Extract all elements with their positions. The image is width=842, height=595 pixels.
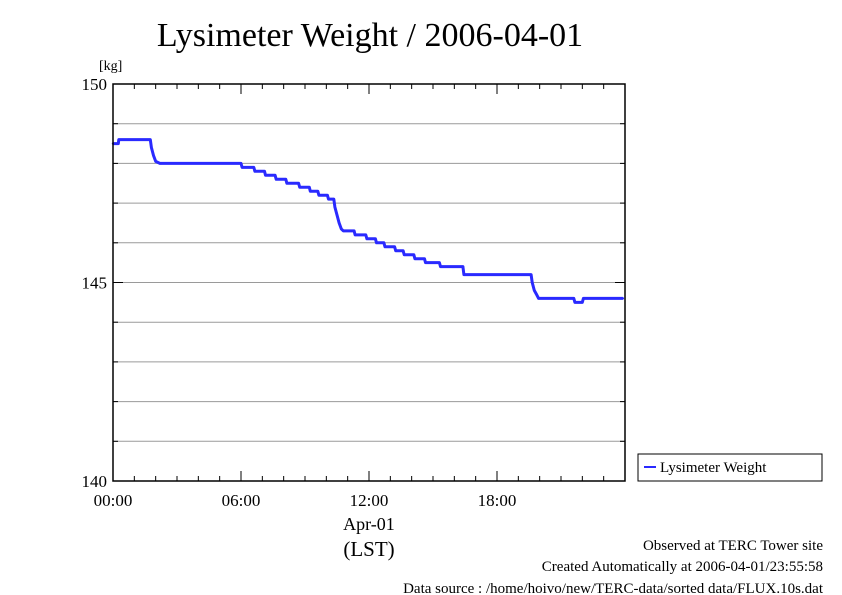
y-tick-label: 150 (82, 75, 108, 94)
data-point (353, 233, 357, 237)
data-point (403, 253, 406, 256)
data-point (285, 182, 289, 185)
data-point (529, 273, 533, 276)
data-point (337, 221, 341, 225)
data-point (263, 170, 266, 173)
footer-data-source: Data source : /home/hoivo/new/TERC-data/… (403, 581, 824, 595)
data-point (572, 297, 575, 300)
data-point (117, 138, 121, 141)
data-point (117, 142, 120, 145)
data-point (538, 297, 541, 300)
data-point (340, 227, 343, 231)
data-point (438, 261, 441, 264)
data-point (275, 178, 278, 181)
data-point (317, 194, 321, 197)
y-tick-label: 140 (82, 472, 108, 491)
data-point (424, 261, 427, 264)
data-point (297, 182, 300, 185)
data-point (393, 245, 396, 248)
x-tick-label: 12:00 (350, 491, 389, 510)
data-point (582, 297, 585, 300)
data-point (374, 237, 377, 240)
data-point (316, 190, 319, 193)
axis-label-layer: 140 145 150 00:00 06:00 12:00 18:00 (82, 75, 517, 510)
y-tick-label: 145 (82, 274, 108, 293)
data-point (343, 229, 346, 233)
data-point (326, 194, 329, 197)
data-point (308, 186, 311, 189)
data-point (150, 146, 153, 149)
data-point (364, 233, 367, 237)
legend: Lysimeter Weight (637, 453, 823, 482)
data-point (273, 174, 277, 177)
chart-title: Lysimeter Weight / 2006-04-01 (157, 17, 583, 54)
data-point (533, 289, 536, 292)
data-point (412, 253, 415, 256)
data-point (365, 237, 369, 240)
y-axis-unit-label: [kg] (99, 59, 122, 74)
data-point (252, 166, 255, 169)
data-point (621, 297, 625, 300)
data-point (439, 265, 442, 268)
data-point (462, 273, 466, 276)
data-point (382, 241, 386, 244)
data-point (309, 190, 312, 193)
data-point (335, 213, 339, 217)
data-point (149, 138, 152, 141)
data-point (581, 301, 584, 304)
data-point (253, 170, 257, 173)
data-point (298, 186, 301, 189)
data-point (535, 293, 538, 296)
data-point (375, 241, 378, 244)
x-tick-label: 18:00 (478, 491, 517, 510)
x-tick-label: 00:00 (94, 491, 133, 510)
data-point (401, 249, 405, 252)
data-point (264, 174, 267, 177)
legend-box (637, 453, 823, 482)
data-point (413, 257, 417, 260)
data-point (239, 162, 243, 165)
footer-observed: Observed at TERC Tower site (643, 538, 823, 554)
data-point (159, 162, 163, 165)
data-point (573, 301, 577, 304)
data-point (152, 154, 155, 157)
data-point (240, 166, 244, 169)
data-point (284, 178, 287, 181)
data-point (383, 245, 387, 248)
series-layer (111, 138, 625, 304)
data-point (423, 257, 426, 260)
data-point (531, 281, 534, 284)
data-point (352, 229, 356, 233)
data-point (327, 197, 330, 201)
data-point (154, 160, 157, 163)
data-point (461, 265, 465, 268)
data-point (333, 205, 337, 209)
x-axis-label: (LST) (343, 537, 394, 561)
data-point (394, 249, 397, 252)
plot-frame (112, 83, 626, 482)
x-date-label: Apr-01 (343, 514, 395, 534)
footer-created: Created Automatically at 2006-04-01/23:5… (542, 559, 823, 575)
data-point (332, 197, 335, 201)
x-tick-label: 06:00 (222, 491, 261, 510)
legend-entry-label: Lysimeter Weight (660, 460, 767, 476)
